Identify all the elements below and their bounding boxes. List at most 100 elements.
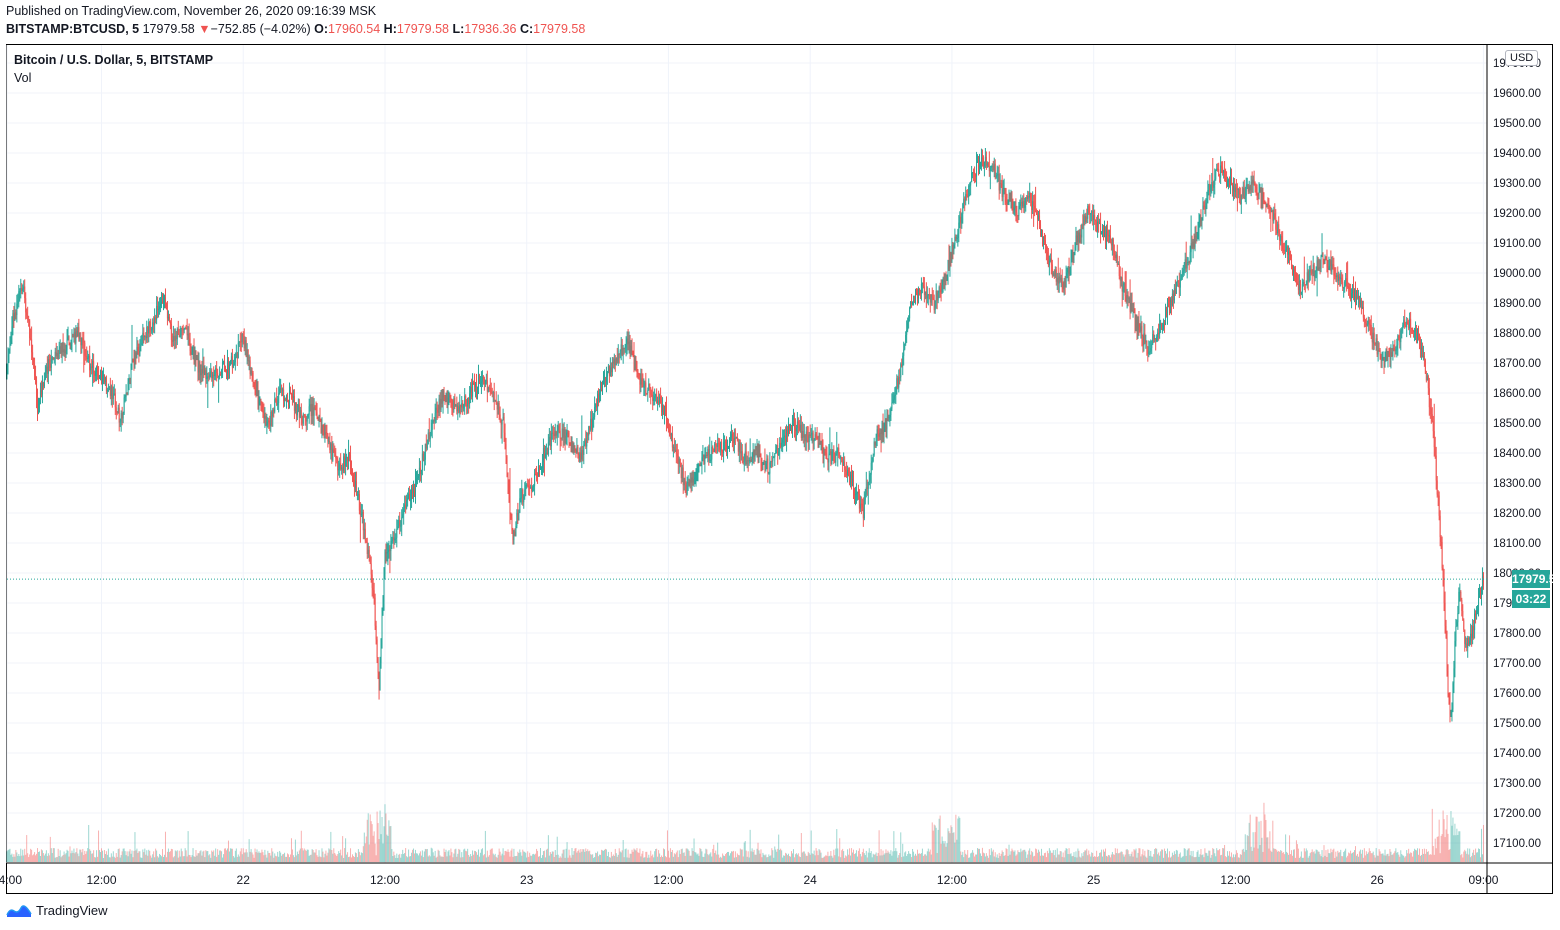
candle-body (438, 398, 440, 413)
volume-bar (674, 854, 676, 862)
currency-button[interactable]: USD (1505, 50, 1539, 66)
candle-body (499, 414, 501, 422)
volume-bar (259, 852, 261, 862)
volume-bar (889, 853, 891, 862)
volume-bar (414, 853, 416, 862)
volume-bar (1319, 854, 1321, 862)
volume-bar (132, 857, 134, 862)
candle-body (1103, 229, 1105, 237)
candle-body (348, 453, 350, 461)
candle-body (547, 442, 549, 455)
candle-body (1104, 229, 1106, 242)
candle-body (846, 471, 848, 476)
candle-body (862, 507, 864, 519)
candle-body (95, 371, 97, 376)
candle-body (733, 437, 735, 444)
candle-body (540, 467, 542, 469)
volume-bar (594, 857, 596, 862)
candle-body (191, 352, 193, 354)
volume-bar (1157, 854, 1159, 862)
candle-body (1110, 241, 1112, 246)
candle-body (1134, 312, 1136, 326)
volume-bar (1063, 857, 1065, 862)
volume-bar (1303, 848, 1305, 862)
volume-bar (1480, 828, 1482, 862)
candle-body (1084, 215, 1086, 223)
candle-body (760, 453, 762, 462)
candle-body (54, 351, 56, 358)
volume-bar (1427, 851, 1429, 862)
candle-body (81, 338, 83, 346)
candle-body (646, 392, 648, 394)
volume-bar (1138, 848, 1140, 862)
volume-bar (1229, 856, 1231, 862)
symbol-label: BITSTAMP:BTCUSD, 5 (6, 22, 140, 36)
candle-body (286, 395, 288, 401)
volume-bar (596, 853, 598, 862)
volume-bar (1010, 851, 1012, 862)
volume-bar (1304, 851, 1306, 862)
volume-bar (1471, 855, 1473, 862)
volume-bar (1032, 852, 1034, 862)
volume-bar (339, 853, 341, 862)
volume-bar (380, 834, 382, 862)
candle-body (182, 329, 184, 331)
candle-body (1091, 210, 1093, 214)
candle-body (1003, 188, 1005, 190)
candle-body (45, 366, 47, 372)
candle-body (1148, 351, 1150, 355)
candle-body (203, 365, 205, 375)
candle-body (83, 339, 85, 343)
volume-bar (965, 853, 967, 862)
volume-bar (1317, 851, 1319, 862)
volume-bar (429, 856, 431, 862)
volume-bar (1450, 811, 1452, 862)
candle-body (130, 363, 132, 379)
candle-body (288, 401, 290, 405)
volume-bar (638, 852, 640, 862)
candle-body (242, 334, 244, 336)
volume-bar (83, 855, 85, 862)
volume-bar (749, 829, 751, 862)
volume-bar (953, 832, 955, 862)
volume-bar (1026, 857, 1028, 862)
volume-bar (870, 851, 872, 862)
candle-body (898, 377, 900, 388)
candle-body (596, 403, 598, 408)
candle-body (930, 294, 932, 303)
volume-bar (710, 852, 712, 862)
candle-body (72, 336, 74, 338)
volume-bar (545, 849, 547, 862)
candle-body (1313, 264, 1315, 278)
volume-bar (1439, 853, 1441, 862)
candle-body (562, 428, 564, 438)
volume-bar (1049, 850, 1051, 862)
volume-bar (62, 854, 64, 862)
candle-body (460, 404, 462, 408)
candle-body (559, 430, 561, 439)
candle-body (177, 329, 179, 335)
candle-body (825, 453, 827, 455)
candle-body (1181, 274, 1183, 279)
volume-bar (447, 851, 449, 862)
volume-bar (755, 854, 757, 862)
candle-body (1205, 202, 1207, 210)
candle-body (316, 412, 318, 417)
candle-body (1150, 348, 1152, 352)
candle-body (15, 312, 17, 316)
volume-bar (1114, 848, 1116, 862)
candle-body (1477, 610, 1479, 612)
candle-body (32, 352, 34, 358)
volume-bar (773, 857, 775, 862)
volume-bar (338, 851, 340, 862)
candle-body (325, 432, 327, 434)
candle-body (1182, 270, 1184, 275)
volume-bar (1217, 850, 1219, 862)
volume-bar (860, 856, 862, 862)
candle-body (317, 416, 319, 421)
tradingview-brand[interactable]: TradingView (6, 902, 108, 918)
volume-bar (163, 854, 165, 862)
candle-body (1401, 328, 1403, 331)
candle-body (1090, 213, 1092, 215)
